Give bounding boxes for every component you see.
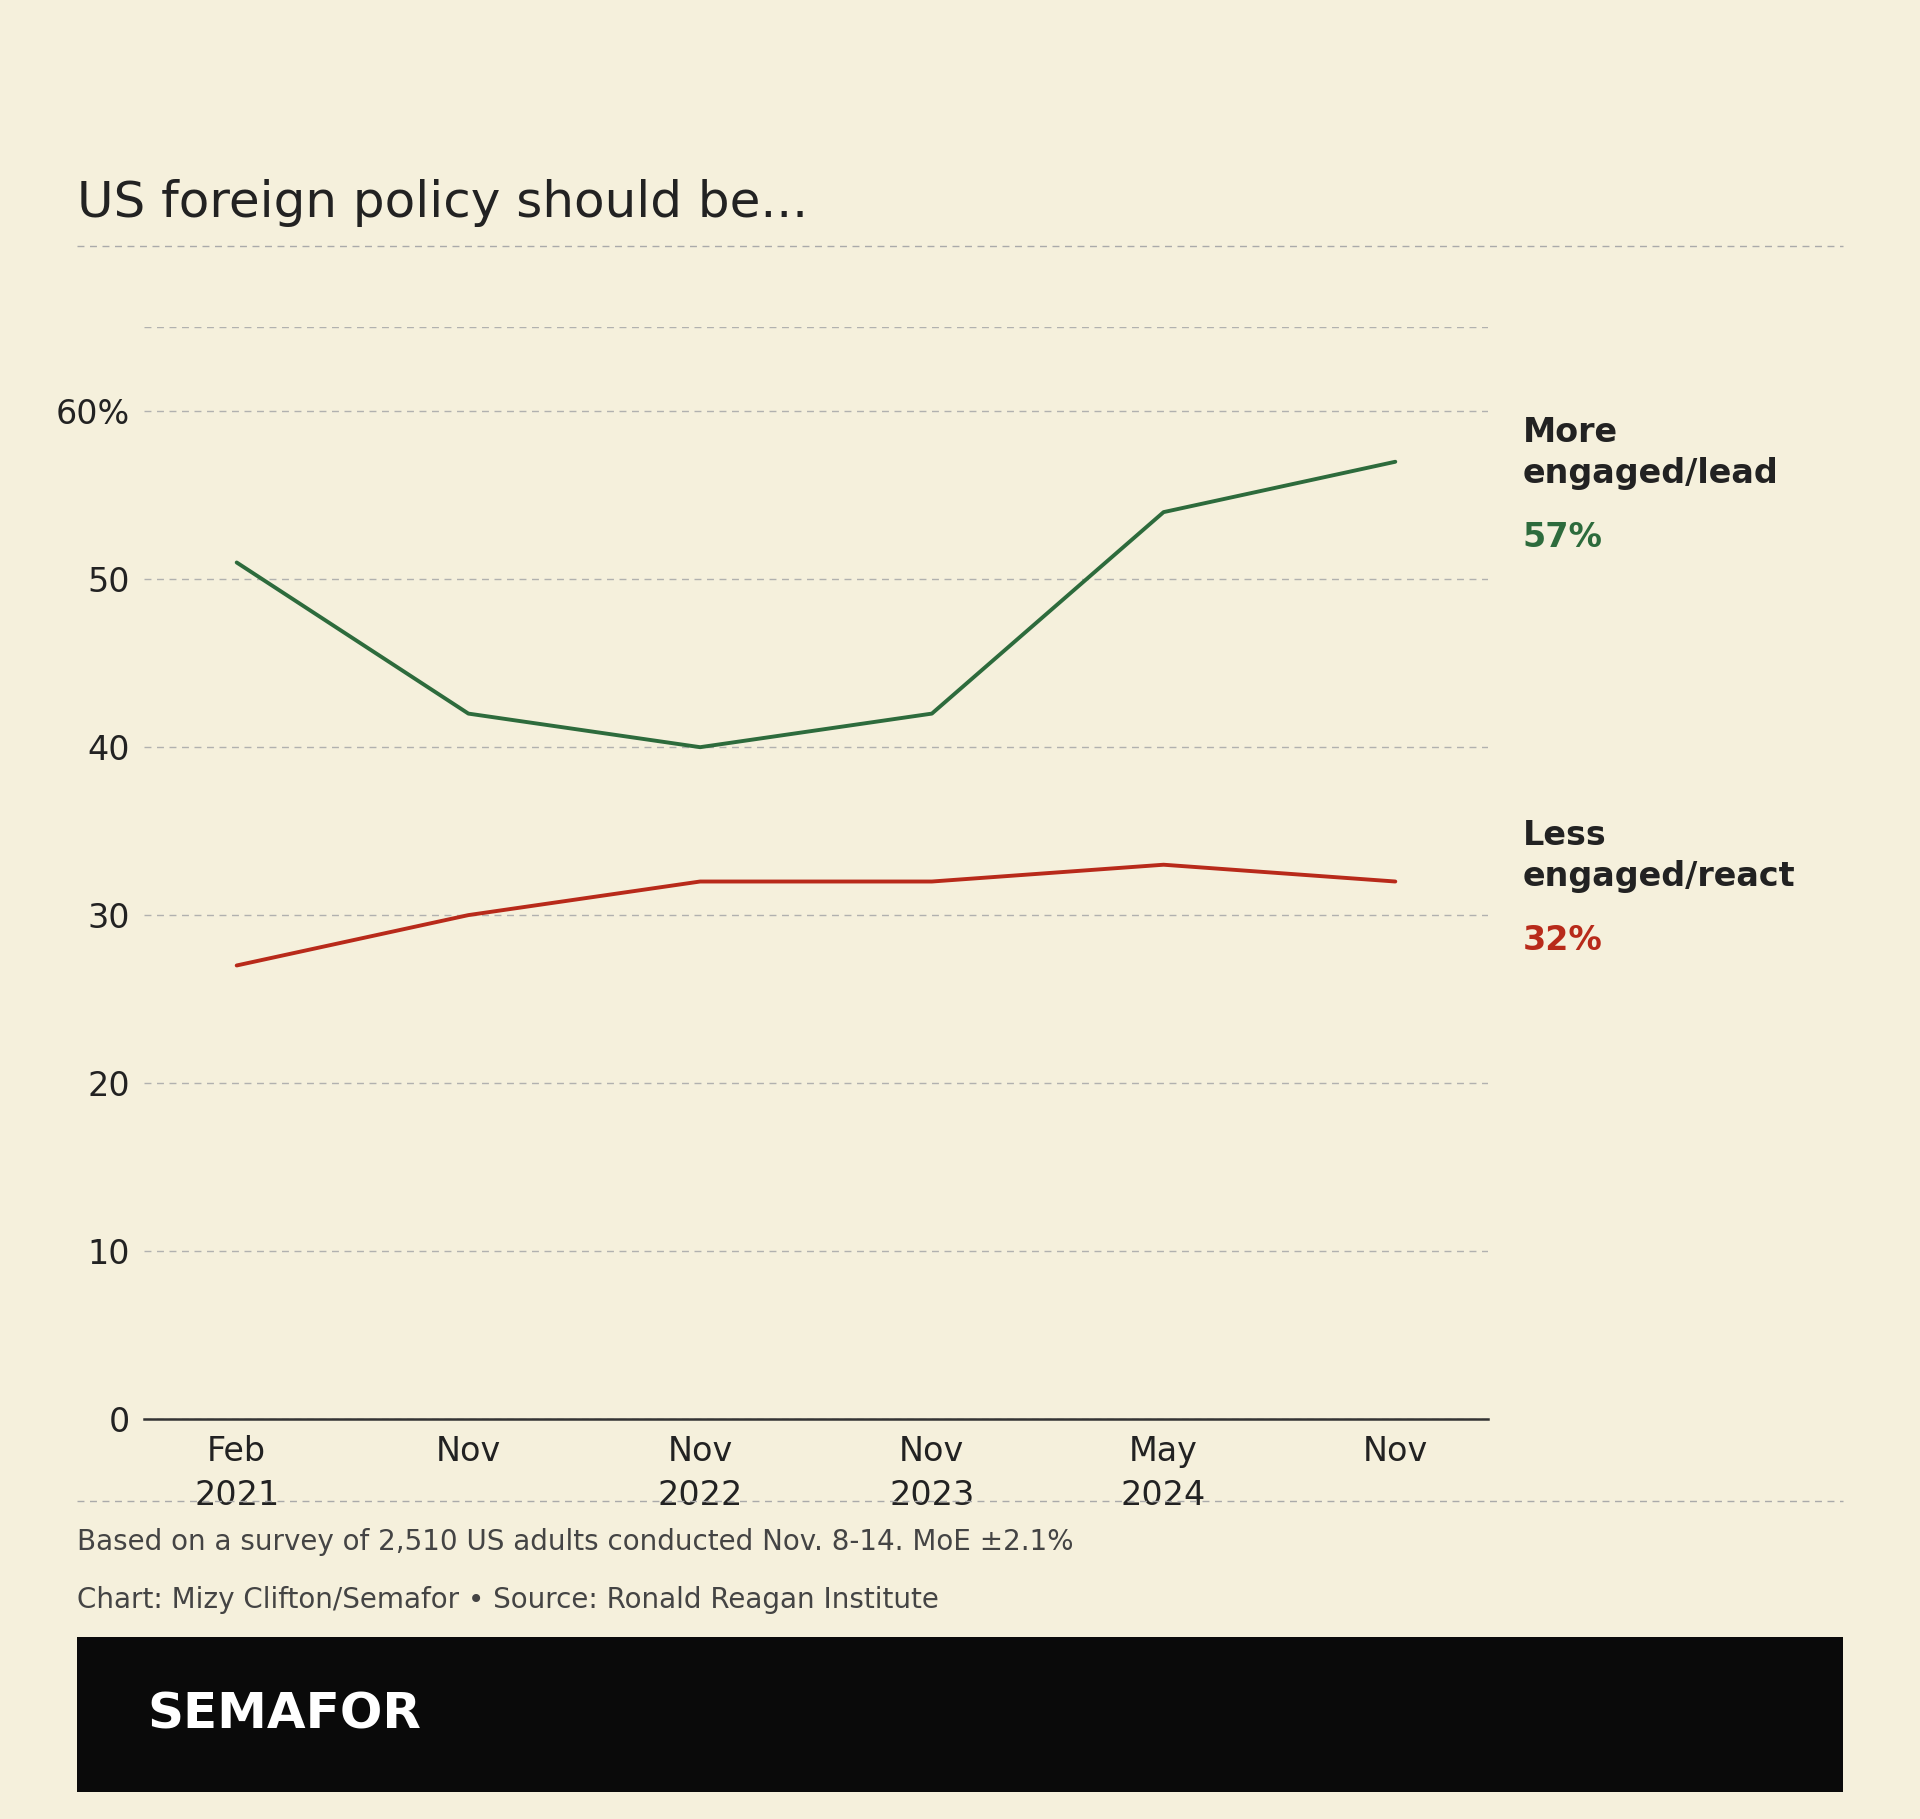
Text: More
engaged/lead: More engaged/lead [1523,417,1778,491]
Text: Based on a survey of 2,510 US adults conducted Nov. 8-14. MoE ±2.1%: Based on a survey of 2,510 US adults con… [77,1528,1073,1555]
Text: 57%: 57% [1523,520,1603,553]
Text: US foreign policy should be...: US foreign policy should be... [77,180,808,227]
Text: Less
engaged/react: Less engaged/react [1523,819,1795,893]
Text: 32%: 32% [1523,924,1603,957]
Text: Chart: Mizy Clifton/Semafor • Source: Ronald Reagan Institute: Chart: Mizy Clifton/Semafor • Source: Ro… [77,1586,939,1613]
Text: SEMAFOR: SEMAFOR [148,1690,420,1739]
